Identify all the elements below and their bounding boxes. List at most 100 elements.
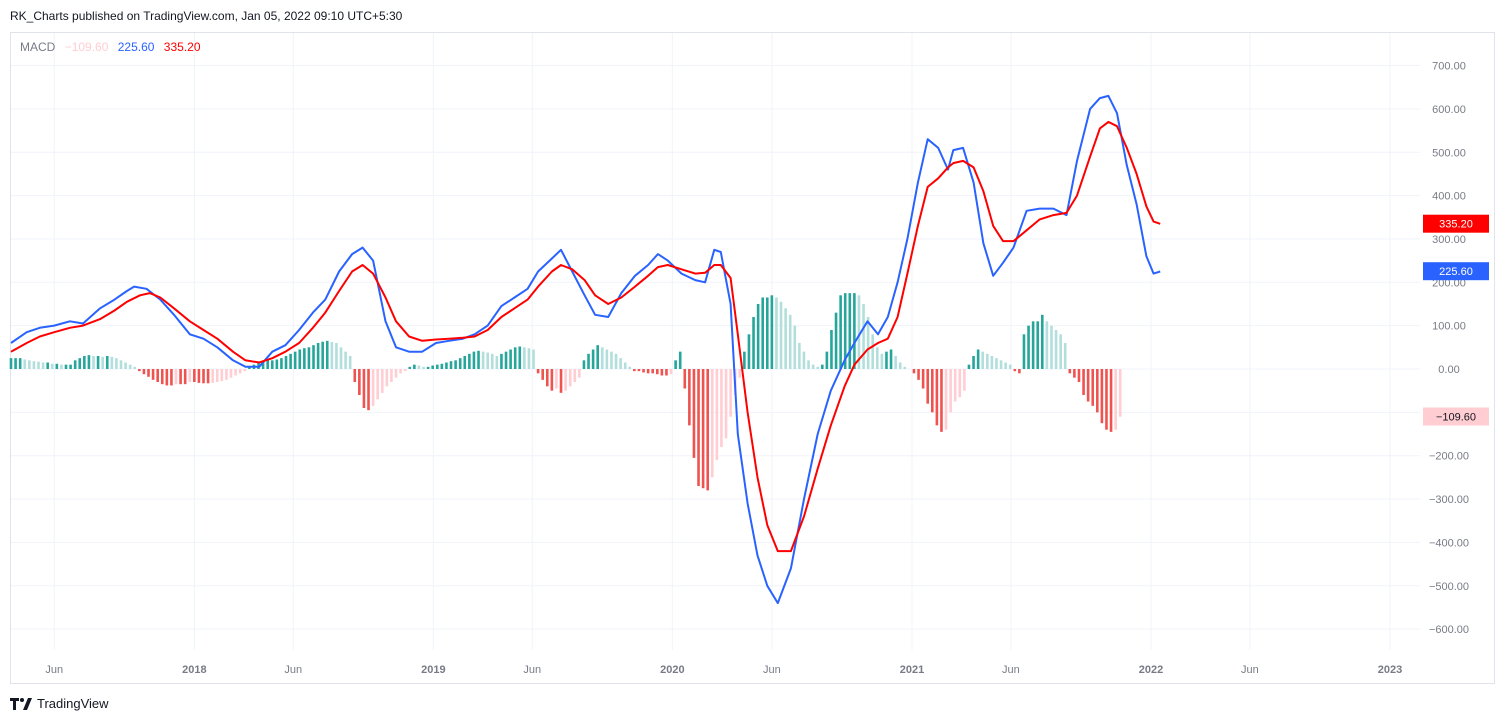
histogram-bar bbox=[422, 366, 425, 369]
histogram-bar bbox=[37, 361, 40, 369]
histogram-bar bbox=[1027, 325, 1030, 369]
histogram-bar bbox=[1018, 369, 1021, 374]
x-tick-label: 2022 bbox=[1139, 664, 1163, 676]
histogram-bar bbox=[156, 369, 159, 383]
histogram-bar bbox=[55, 363, 59, 369]
x-tick-label: 2018 bbox=[182, 664, 206, 676]
y-tick-label: −500.00 bbox=[1429, 581, 1469, 593]
signal-line bbox=[10, 120, 1161, 553]
histogram-bar bbox=[509, 349, 512, 369]
histogram-bar bbox=[23, 359, 27, 369]
histogram-bar bbox=[775, 297, 778, 369]
histogram-bar bbox=[564, 369, 567, 391]
histogram-bar bbox=[248, 366, 251, 369]
histogram-bar bbox=[261, 361, 265, 369]
histogram-bar bbox=[504, 351, 508, 369]
histogram-bar bbox=[257, 362, 260, 369]
histogram-bar bbox=[834, 312, 838, 369]
histogram-bar bbox=[820, 364, 824, 369]
histogram-bar bbox=[133, 366, 137, 369]
histogram-bar bbox=[362, 369, 366, 409]
histogram-bar bbox=[678, 351, 682, 369]
histogram-bar bbox=[472, 351, 476, 369]
histogram-bar bbox=[124, 362, 127, 369]
histogram-bar bbox=[1077, 369, 1081, 383]
histogram-bar bbox=[949, 369, 952, 413]
histogram-bar bbox=[894, 355, 897, 369]
histogram-bar bbox=[1109, 369, 1113, 432]
histogram-bar bbox=[788, 314, 792, 369]
signal-value-badge: 335.20 bbox=[1439, 219, 1473, 231]
histogram-bar bbox=[605, 349, 609, 369]
histogram-bar bbox=[293, 351, 297, 369]
histogram-bar bbox=[999, 360, 1003, 369]
histogram-bar bbox=[380, 369, 384, 393]
histogram-bar bbox=[289, 353, 292, 369]
histogram-bar bbox=[1068, 369, 1072, 374]
histogram-bar bbox=[96, 355, 100, 369]
histogram-bar bbox=[270, 360, 274, 369]
histogram-bar bbox=[738, 369, 742, 378]
histogram-bar bbox=[963, 369, 966, 391]
histogram-bar bbox=[1114, 369, 1117, 430]
histogram-bar bbox=[183, 369, 187, 385]
histogram-bar bbox=[73, 360, 77, 369]
histogram-bar bbox=[138, 369, 141, 372]
histogram-bar bbox=[610, 351, 613, 369]
histogram-bar bbox=[898, 362, 902, 369]
histogram-bar bbox=[779, 301, 783, 369]
histogram-bar bbox=[266, 360, 269, 369]
y-axis: 700.00 600.00 500.00 400.00 300.00 200.00 100.… bbox=[1429, 61, 1469, 637]
histogram-bar bbox=[880, 353, 884, 369]
histogram-bar bbox=[18, 358, 22, 369]
histogram-bar bbox=[903, 366, 907, 369]
histogram-bar bbox=[642, 369, 645, 373]
histogram-bar bbox=[229, 369, 233, 378]
histogram-bar bbox=[614, 353, 618, 369]
grid-layer bbox=[11, 33, 1420, 650]
histogram-bar bbox=[316, 342, 320, 369]
x-tick-label: Jun bbox=[763, 664, 781, 676]
histogram-bar bbox=[417, 365, 421, 369]
histogram-bar bbox=[325, 340, 329, 369]
histogram-bar bbox=[399, 369, 402, 374]
footer-brand[interactable]: TradingView bbox=[10, 696, 109, 711]
histogram-bar bbox=[706, 369, 710, 491]
histogram-bar bbox=[87, 355, 91, 369]
histogram-bar bbox=[545, 369, 549, 387]
y-tick-label: −600.00 bbox=[1429, 624, 1469, 636]
histogram-bar bbox=[211, 369, 214, 383]
indicator-legend[interactable]: MACD −109.60 225.60 335.20 bbox=[20, 40, 207, 54]
x-axis: Jun 2018 Jun 2019 Jun 2020 Jun 2021 Jun 2022 Jun 20… bbox=[45, 664, 1402, 676]
macd-line bbox=[10, 94, 1161, 605]
x-tick-label: 2021 bbox=[900, 664, 924, 676]
histogram-bar bbox=[1082, 369, 1085, 396]
histogram-bar bbox=[665, 369, 668, 376]
histogram-bar bbox=[697, 369, 700, 487]
histogram-bar bbox=[582, 360, 586, 369]
histogram-bar bbox=[798, 342, 801, 369]
histogram-bar bbox=[793, 325, 797, 369]
histogram-bar bbox=[14, 358, 17, 369]
histogram-bar bbox=[912, 369, 916, 374]
histogram-bar bbox=[995, 358, 998, 369]
histogram-bar bbox=[1045, 321, 1049, 369]
histogram-bar bbox=[358, 369, 361, 396]
histogram-bar bbox=[862, 303, 865, 369]
histogram-bar bbox=[500, 353, 503, 369]
histogram-bar bbox=[376, 369, 379, 400]
histogram-bar bbox=[1022, 334, 1026, 369]
histogram-bar bbox=[307, 347, 311, 369]
histogram-bar bbox=[752, 316, 755, 369]
histogram-bar bbox=[1013, 369, 1017, 372]
histogram-bar bbox=[78, 358, 82, 369]
histogram-bar bbox=[280, 358, 283, 369]
histogram-bar bbox=[174, 369, 178, 385]
histogram-bar bbox=[688, 369, 691, 426]
y-tick-label: −400.00 bbox=[1429, 537, 1469, 549]
histogram-bar bbox=[312, 345, 315, 369]
histogram-bar bbox=[1054, 329, 1058, 369]
histogram-bar bbox=[160, 369, 164, 385]
histogram-bar bbox=[596, 345, 599, 369]
